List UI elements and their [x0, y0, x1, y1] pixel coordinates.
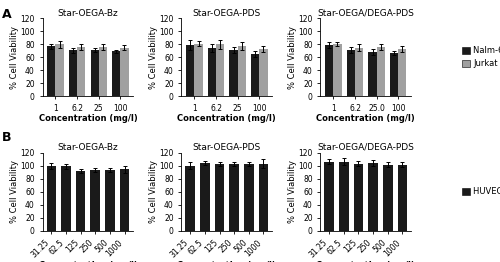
Title: Star-OEGA-Bz: Star-OEGA-Bz	[58, 9, 118, 18]
Bar	[325, 45, 334, 96]
Bar	[376, 47, 385, 96]
Bar	[112, 52, 120, 96]
X-axis label: Concentration (mg/l): Concentration (mg/l)	[38, 261, 138, 262]
Bar	[260, 49, 268, 96]
Bar	[354, 163, 363, 231]
X-axis label: Concentration (mg/l): Concentration (mg/l)	[178, 114, 276, 123]
Bar	[398, 165, 407, 231]
Bar	[98, 47, 107, 96]
Legend: Nalm-6 (48 h), Jurkat (48 h): Nalm-6 (48 h), Jurkat (48 h)	[462, 46, 500, 68]
Y-axis label: % Cell Viability: % Cell Viability	[288, 160, 297, 223]
Bar	[230, 50, 237, 96]
Bar	[46, 166, 56, 231]
Bar	[48, 46, 56, 96]
Bar	[398, 49, 406, 96]
Y-axis label: % Cell Viability: % Cell Viability	[10, 26, 19, 89]
Bar	[208, 48, 216, 96]
X-axis label: Concentration (mg/l): Concentration (mg/l)	[316, 114, 415, 123]
Title: Star-OEGA-PDS: Star-OEGA-PDS	[192, 143, 261, 152]
Bar	[355, 48, 363, 96]
Bar	[383, 165, 392, 231]
Bar	[90, 50, 98, 96]
Text: A: A	[2, 8, 11, 21]
Bar	[69, 50, 77, 96]
Bar	[76, 171, 86, 231]
Bar	[230, 163, 239, 231]
Y-axis label: % Cell Viability: % Cell Viability	[288, 26, 297, 89]
Bar	[238, 46, 246, 96]
Bar	[334, 44, 342, 96]
Bar	[216, 44, 224, 96]
Title: Star-OEGA-PDS: Star-OEGA-PDS	[192, 9, 261, 18]
Bar	[368, 52, 376, 96]
Text: B: B	[2, 131, 11, 144]
Bar	[186, 45, 194, 96]
Y-axis label: % Cell Viability: % Cell Viability	[10, 160, 19, 223]
Legend: HUVEC (24 h): HUVEC (24 h)	[462, 187, 500, 196]
Bar	[194, 44, 202, 96]
X-axis label: Concentration (mg/l): Concentration (mg/l)	[316, 261, 415, 262]
Bar	[390, 53, 398, 96]
Bar	[200, 163, 209, 231]
Title: Star-OEGA/DEGA-PDS: Star-OEGA/DEGA-PDS	[318, 143, 414, 152]
Title: Star-OEGA-Bz: Star-OEGA-Bz	[58, 143, 118, 152]
X-axis label: Concentration (mg/l): Concentration (mg/l)	[178, 261, 276, 262]
Bar	[324, 162, 334, 231]
Bar	[56, 44, 64, 96]
Bar	[120, 170, 130, 231]
Bar	[244, 164, 254, 231]
Title: Star-OEGA/DEGA-PDS: Star-OEGA/DEGA-PDS	[318, 9, 414, 18]
Bar	[251, 54, 260, 96]
Bar	[339, 162, 348, 231]
Bar	[215, 163, 224, 231]
Y-axis label: % Cell Viability: % Cell Viability	[149, 26, 158, 89]
Bar	[368, 163, 378, 231]
Bar	[120, 48, 128, 96]
Bar	[186, 166, 195, 231]
Bar	[77, 47, 86, 96]
Bar	[105, 170, 115, 231]
Y-axis label: % Cell Viability: % Cell Viability	[149, 160, 158, 223]
Bar	[347, 50, 355, 96]
X-axis label: Concentration (mg/l): Concentration (mg/l)	[38, 114, 138, 123]
Bar	[61, 166, 70, 231]
Bar	[258, 163, 268, 231]
Bar	[90, 170, 100, 231]
